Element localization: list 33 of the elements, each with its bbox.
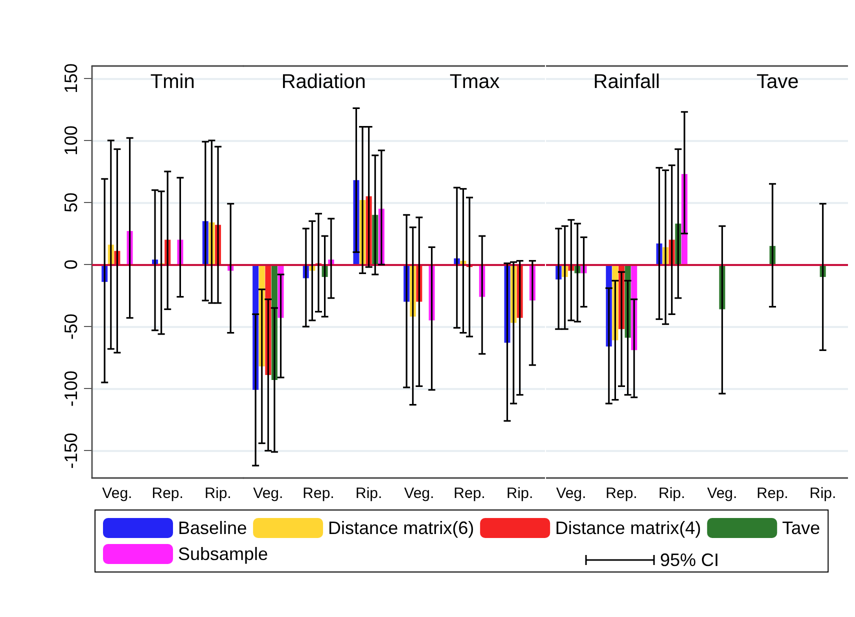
x-tick-label: Rep. [756,485,788,502]
y-tick-label: -150 [61,432,81,469]
x-tick-label: Rip. [658,485,685,502]
x-tick-label: Rip. [204,485,232,502]
y-tick-label: -50 [61,314,81,340]
x-tick-label: Rep. [605,485,637,502]
y-tick-label: -100 [61,370,81,407]
x-tick-label: Veg. [102,485,132,502]
x-tick-label: Rip. [506,485,534,502]
text: 95% CI [660,550,720,570]
x-tick-label: Rep. [152,485,184,502]
chart-title: Tmax [450,71,500,93]
y-tick-label: 100 [61,125,81,156]
y-tick-label: 150 [61,63,81,94]
x-tick-label: Rip. [356,485,382,502]
y-tick-label: 0 [61,260,81,270]
x-tick-label: Veg. [253,485,284,502]
chart-title: Radiation [282,71,366,93]
y-tick-label: 50 [61,192,81,213]
x-tick-label: Veg. [556,485,586,502]
legend-label: Baseline [178,518,248,538]
x-tick-label: Rep. [454,485,486,502]
legend-label: Subsample [178,544,268,564]
x-tick-label: Veg. [706,485,737,502]
x-tick-label: Rip. [809,485,836,502]
legend-label: Distance matrix(4) [555,518,702,538]
chart-title: Tave [756,71,799,93]
legend-label: Distance matrix(6) [328,518,474,538]
x-tick-label: Veg. [404,485,435,502]
x-tick-label: Rep. [302,485,335,502]
legend-label: Tave [782,518,820,538]
chart-title: Tmin [150,71,195,93]
chart-title: Rainfall [592,71,660,93]
